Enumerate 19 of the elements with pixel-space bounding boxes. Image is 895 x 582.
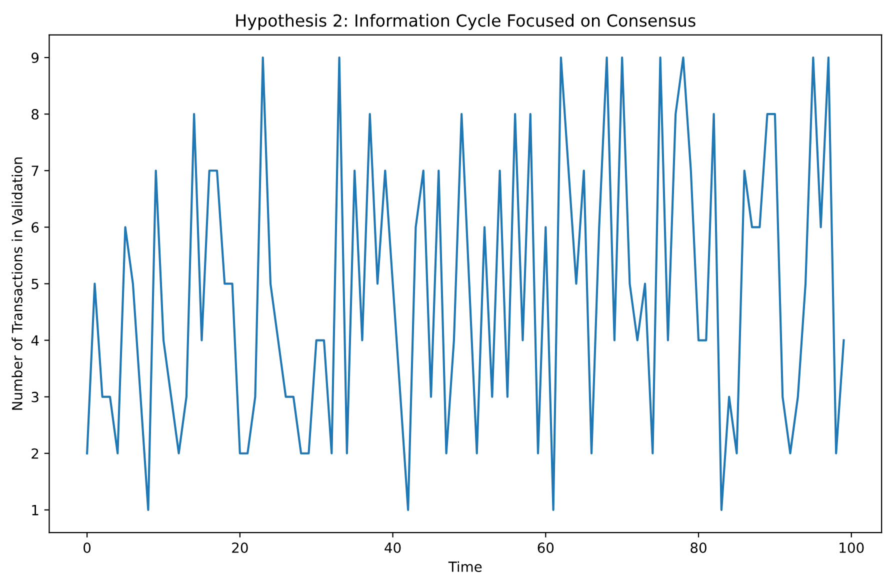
y-axis-title: Number of Transactions in Validation	[12, 158, 22, 410]
x-axis-title: Time	[448, 561, 482, 572]
x-tick-label: 80	[690, 542, 706, 554]
y-tick-label: 2	[32, 448, 38, 459]
chart-title: Hypothesis 2: Information Cycle Focused on Consensus	[236, 14, 696, 30]
y-tick-label: 6	[32, 222, 39, 233]
x-tick-label: 0	[84, 542, 91, 554]
y-tick-label: 4	[31, 335, 39, 346]
line-series	[86, 56, 845, 511]
y-tick-label: 1	[32, 505, 38, 516]
x-tick-label: 100	[840, 542, 864, 554]
x-tick-label: 20	[232, 542, 248, 554]
x-tick-label: 40	[384, 542, 401, 554]
y-tick-label: 3	[32, 392, 38, 402]
y-tick-label: 7	[32, 166, 38, 176]
y-tick-label: 9	[32, 52, 39, 64]
y-tick-label: 8	[32, 109, 39, 120]
y-tick-label: 5	[32, 278, 38, 290]
x-tick-label: 60	[538, 542, 554, 554]
